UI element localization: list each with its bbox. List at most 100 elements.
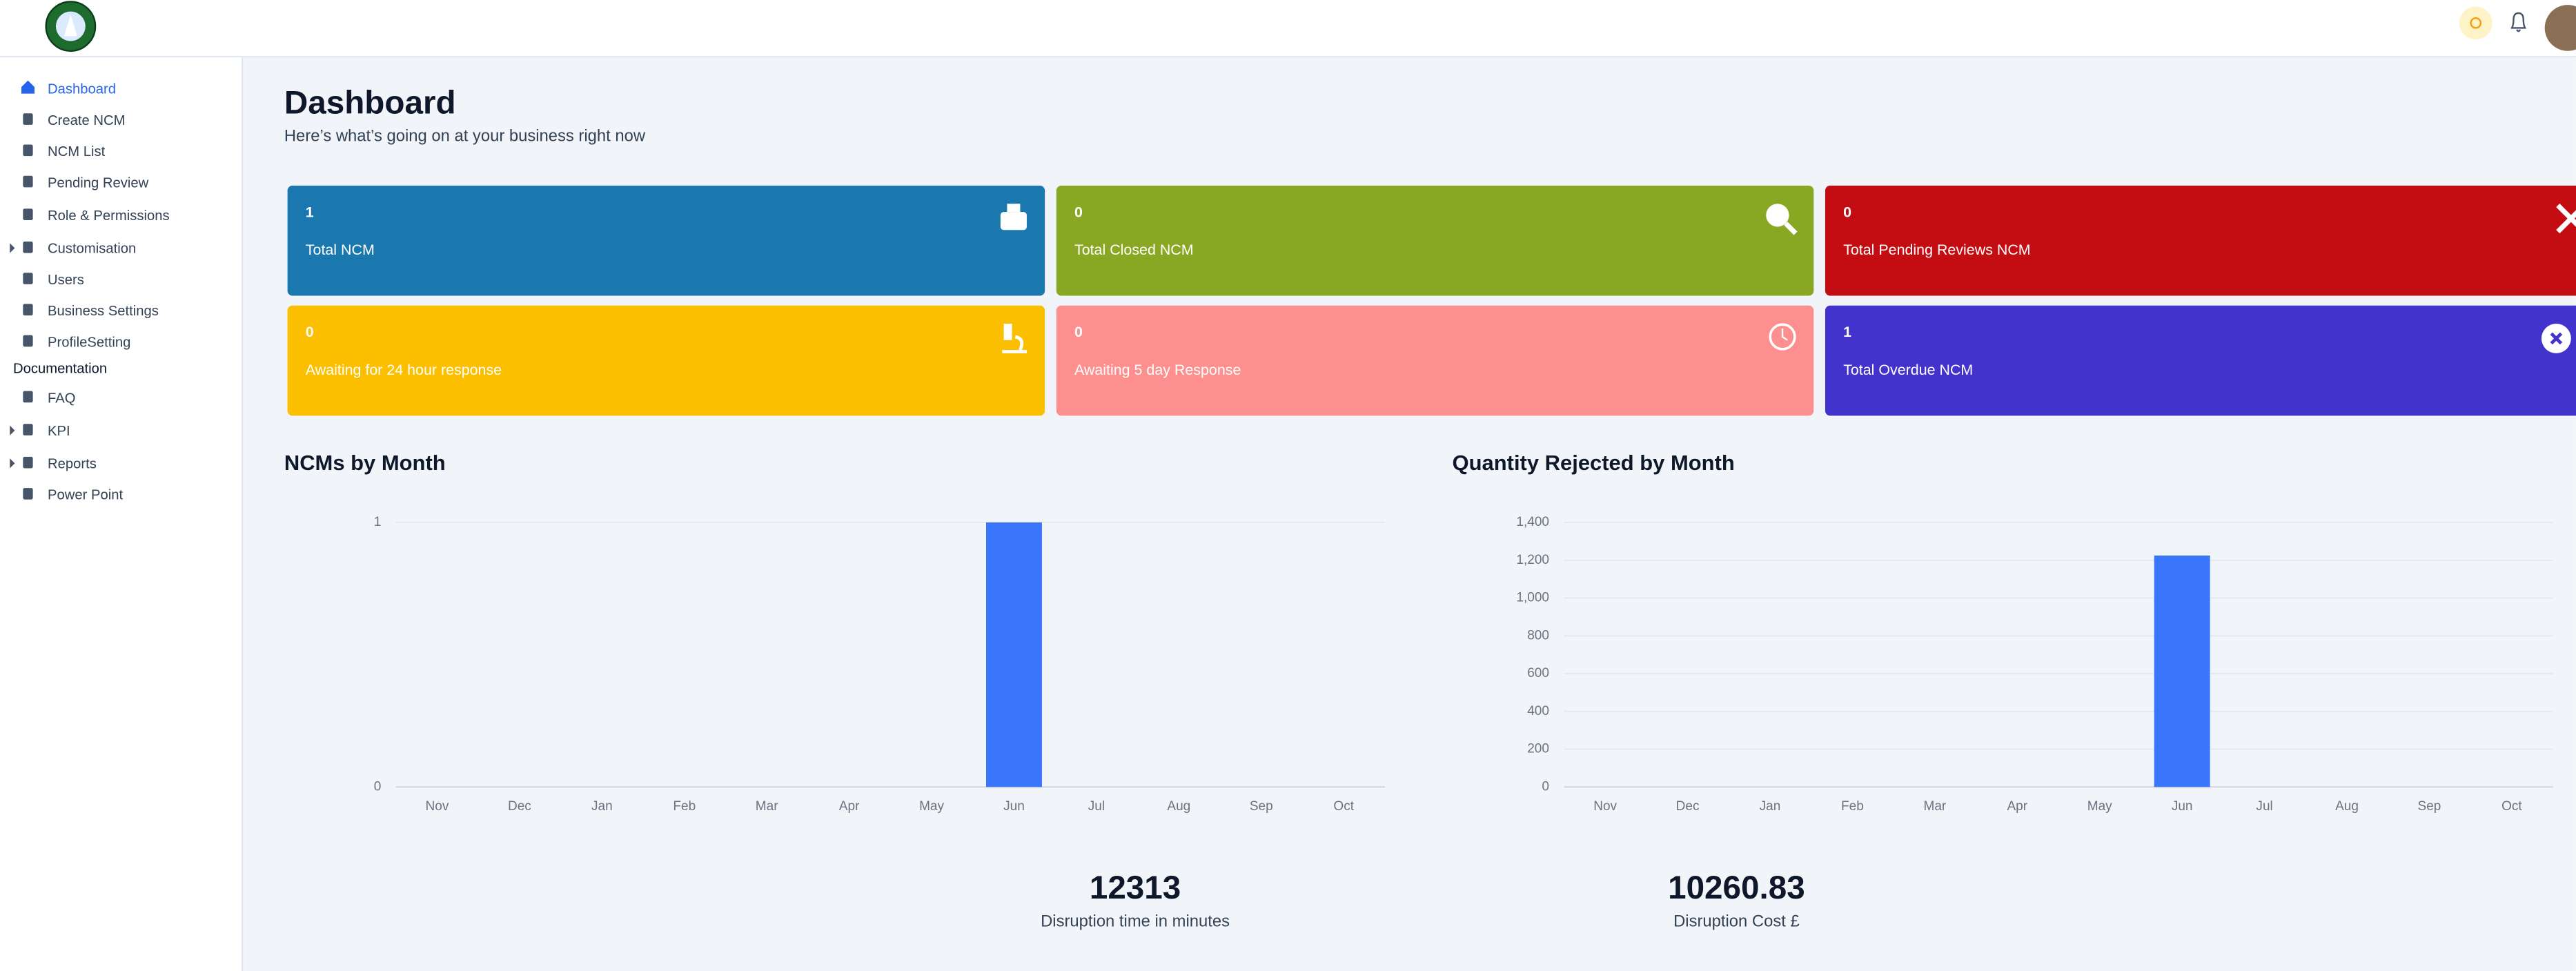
icon — [23, 391, 33, 403]
stat-card[interactable]: 0 Awaiting 5 day Response — [1056, 305, 1814, 416]
card-label: Total Pending Reviews NCM — [1843, 241, 2031, 258]
x-tick-label: Nov — [426, 799, 449, 814]
stat-label: Disruption time in minutes — [1041, 913, 1230, 932]
nav-item[interactable]: Power Point — [48, 486, 124, 503]
x-tick-label: Mar — [1923, 799, 1946, 814]
x-tick-label: Apr — [839, 799, 860, 814]
nav-item[interactable]: NCM List — [48, 143, 106, 159]
caret — [10, 425, 15, 435]
x-tick-label: Aug — [2335, 799, 2359, 814]
y-tick-label: 0 — [1542, 779, 1549, 794]
icon — [23, 488, 33, 500]
icon — [23, 304, 33, 316]
theme-toggle[interactable] — [2459, 6, 2493, 40]
page-title: Dashboard — [284, 85, 456, 122]
bar — [2154, 555, 2210, 787]
x-tick-label: Dec — [1676, 799, 1700, 814]
x-tick-label: Jul — [2256, 799, 2272, 814]
y-tick-label: 1,400 — [1516, 515, 1549, 529]
card-label: Total Overdue NCM — [1843, 361, 1974, 378]
y-tick-label: 600 — [1527, 666, 1549, 680]
page-subtitle: Here’s what’s going on at your business … — [284, 128, 646, 146]
nav-item[interactable]: FAQ — [48, 389, 76, 406]
sidebar: Dashboard Create NCM NCM List Pending Re… — [0, 57, 244, 971]
icon — [23, 113, 33, 125]
icon — [2541, 323, 2571, 353]
x-tick-label: Feb — [1841, 799, 1864, 814]
caret — [10, 458, 15, 469]
card-value: 0 — [305, 323, 314, 340]
x-tick-label: Jan — [1760, 799, 1781, 814]
top-bar — [0, 0, 2576, 58]
stat-card[interactable]: 0 Awaiting for 24 hour response — [287, 305, 1045, 416]
icon — [1769, 323, 1796, 351]
card-value: 0 — [1843, 204, 1852, 221]
x-tick-label: Sep — [1250, 799, 1273, 814]
y-tick-label: 1 — [374, 515, 382, 529]
icon — [1002, 323, 1027, 353]
chart: 0 200 400 600 800 1,000 1,200 1,400 Nov Dec Jan Feb… — [1516, 515, 2553, 814]
icon — [23, 273, 33, 284]
x-tick-label: Jun — [2172, 799, 2193, 814]
stat-card[interactable]: 1 Total NCM — [287, 186, 1045, 296]
logo[interactable] — [44, 0, 97, 52]
nav-item[interactable]: ProfileSetting — [48, 333, 131, 351]
x-tick-label: Oct — [1333, 799, 1354, 814]
y-tick-label: 1,000 — [1516, 591, 1549, 605]
avatar[interactable] — [2544, 5, 2576, 51]
chart-title: NCMs by Month — [284, 450, 446, 475]
nav-item[interactable]: Role & Permissions — [48, 206, 170, 224]
stat-card[interactable]: 0 Total Pending Reviews NCM — [1825, 186, 2576, 296]
nav-item[interactable]: Customisation — [48, 239, 137, 257]
y-tick-label: 800 — [1527, 628, 1549, 643]
y-tick-label: 0 — [374, 779, 382, 794]
nav-item[interactable]: Reports — [48, 455, 97, 472]
icon — [23, 175, 33, 188]
caret — [10, 243, 15, 253]
bar — [986, 522, 1042, 787]
icon — [23, 208, 33, 221]
x-tick-label: Oct — [2501, 799, 2522, 814]
notifications[interactable] — [2508, 12, 2528, 33]
y-tick-label: 200 — [1527, 742, 1549, 756]
y-tick-label: 1,200 — [1516, 553, 1549, 567]
card-value: 0 — [1074, 323, 1083, 340]
stat-value: 10260.83 — [1668, 870, 1805, 908]
x-tick-label: May — [2087, 799, 2112, 814]
icon — [1766, 204, 1798, 235]
y-tick-label: 400 — [1527, 704, 1549, 718]
card-value: 1 — [1843, 323, 1852, 340]
nav-item[interactable]: Business Settings — [48, 302, 159, 319]
icon — [21, 80, 35, 94]
nav-item[interactable]: Pending Review — [48, 174, 149, 191]
stat-card[interactable]: 0 Total Closed NCM — [1056, 186, 1814, 296]
card-value: 0 — [1074, 204, 1083, 221]
stat-label: Disruption Cost £ — [1673, 913, 1800, 932]
x-tick-label: Sep — [2418, 799, 2441, 814]
x-tick-label: Nov — [1593, 799, 1617, 814]
card-value: 1 — [305, 204, 314, 221]
icon — [23, 335, 33, 347]
x-tick-label: Aug — [1167, 799, 1190, 814]
chart-title: Quantity Rejected by Month — [1452, 450, 1735, 475]
nav-item[interactable]: Create NCM — [48, 111, 126, 128]
icon — [23, 424, 33, 435]
nav-section: Documentation — [13, 360, 108, 377]
x-tick-label: May — [919, 799, 944, 814]
stat-value: 12313 — [1089, 870, 1181, 908]
stat-card[interactable]: 1 Total Overdue NCM — [1825, 305, 2576, 416]
x-tick-label: Jan — [591, 799, 613, 814]
icon — [23, 456, 33, 469]
x-tick-label: Dec — [508, 799, 531, 814]
x-tick-label: Apr — [2007, 799, 2027, 814]
nav-item[interactable]: Users — [48, 271, 84, 288]
x-tick-label: Mar — [756, 799, 778, 814]
x-tick-label: Jul — [1088, 799, 1105, 814]
nav-item[interactable]: Dashboard — [48, 80, 117, 97]
x-tick-label: Feb — [673, 799, 696, 814]
nav-item[interactable]: KPI — [48, 422, 70, 439]
card-label: Total NCM — [305, 241, 375, 258]
icon — [2556, 204, 2576, 234]
